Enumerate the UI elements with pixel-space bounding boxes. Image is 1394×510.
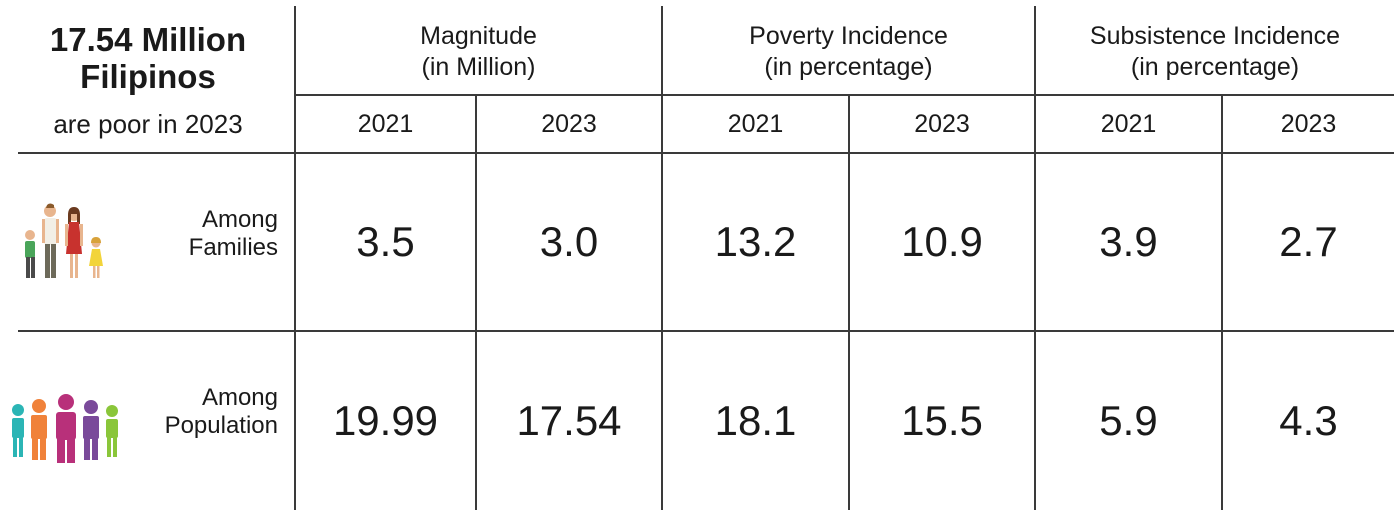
row-label-population-line2: Population [164, 412, 278, 439]
group-header-poverty-line2: (in percentage) [764, 53, 933, 81]
year-header: 2021 [727, 109, 784, 138]
table-cell: 10.9 [901, 218, 983, 265]
title-line2: Filipinos [80, 58, 216, 95]
year-header: 2023 [541, 109, 597, 138]
table-cell: 17.54 [516, 397, 622, 444]
table-cell: 3.9 [1099, 218, 1158, 265]
table-cell: 18.1 [714, 397, 797, 444]
row-label-families: Among Families [110, 206, 278, 262]
table-cell: 2.7 [1279, 218, 1338, 265]
row-label-population: Among Population [110, 384, 278, 440]
table-cell: 13.2 [714, 218, 797, 265]
hline-group-header [296, 94, 1394, 96]
table-cell: 3.0 [539, 218, 599, 265]
group-header-subsistence-line2: (in percentage) [1130, 53, 1300, 81]
group-header-magnitude-line2: (in Million) [421, 53, 536, 81]
group-header-poverty-line1: Poverty Incidence [749, 22, 948, 50]
vline-magnitude-years [475, 95, 477, 510]
title-line3: are poor in 2023 [53, 109, 243, 139]
group-header-magnitude-line1: Magnitude [420, 22, 537, 50]
vline-after-title [294, 6, 296, 510]
year-header: 2021 [357, 109, 414, 138]
group-header-subsistence-line1: Subsistence Incidence [1089, 22, 1341, 50]
vline-after-magnitude [661, 6, 663, 510]
vline-poverty-years [848, 95, 850, 510]
year-header: 2023 [1280, 109, 1337, 138]
vline-subsistence-years [1221, 95, 1223, 510]
group-header-magnitude: Magnitude (in Million) [296, 10, 661, 94]
group-header-poverty: Poverty Incidence (in percentage) [663, 10, 1034, 94]
table-cell: 3.5 [356, 218, 415, 265]
row-label-population-line1: Among [201, 384, 278, 411]
group-header-subsistence: Subsistence Incidence (in percentage) [1036, 10, 1394, 94]
table-cell: 19.99 [332, 397, 439, 444]
row-label-families-line2: Families [188, 234, 278, 261]
family-icon [25, 203, 103, 278]
table-cell: 15.5 [901, 397, 983, 444]
population-icon [12, 394, 118, 463]
year-header: 2021 [1100, 109, 1157, 138]
table-cell: 5.9 [1099, 397, 1158, 444]
row-label-families-line1: Among [201, 206, 278, 233]
hline-year-header [18, 152, 1394, 154]
year-header: 2023 [914, 109, 970, 138]
vline-after-poverty [1034, 6, 1036, 510]
title-line1: 17.54 Million [49, 21, 247, 58]
title-block: 17.54 Million Filipinos are poor in 2023 [0, 0, 296, 152]
hline-row-divider [18, 330, 1394, 332]
table-cell: 4.3 [1279, 397, 1338, 444]
